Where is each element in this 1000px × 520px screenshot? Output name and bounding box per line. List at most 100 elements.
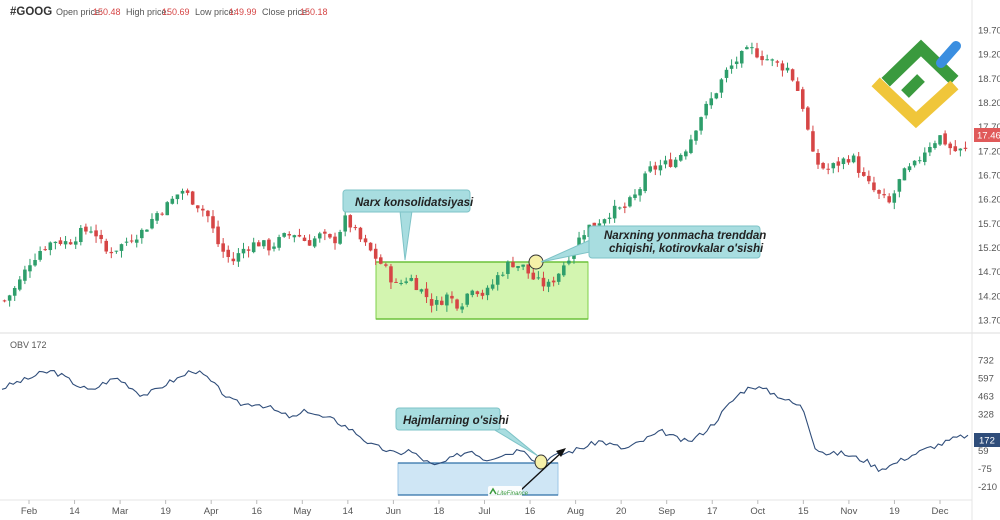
candle-body (358, 227, 363, 240)
candle-body (414, 278, 419, 291)
candle-body (236, 253, 241, 262)
candle-body (231, 258, 236, 262)
candle-body (526, 264, 530, 274)
candle-body (317, 233, 322, 239)
x-tick-label: 16 (251, 506, 262, 517)
price-tick-label: 15.20 (978, 243, 1000, 254)
obv-label: OBV 172 (10, 340, 47, 350)
candle-body (694, 130, 698, 141)
candle-body (277, 237, 281, 248)
candle-body (384, 264, 388, 266)
candle-body (399, 282, 403, 284)
candle-body (378, 257, 383, 264)
candle-body (958, 148, 963, 151)
callout-breakout: Narxning yonmacha trenddan chiqishi, kot… (540, 225, 766, 263)
candle-body (933, 143, 937, 148)
candle-body (795, 81, 800, 91)
candle-body (867, 175, 871, 182)
price-tick-label: 16.70 (978, 171, 1000, 182)
obv-badge (974, 433, 1000, 447)
x-tick-label: Dec (932, 506, 949, 517)
candle-body (546, 281, 551, 287)
candle-body (485, 287, 490, 296)
candle-body (780, 63, 785, 71)
close-value: 150.18 (300, 7, 328, 17)
candle-body (856, 156, 861, 173)
price-badge-text: 17.46 (977, 131, 1000, 142)
candle-body (104, 240, 109, 252)
high-value: 150.69 (162, 7, 190, 17)
breakout-marker-obv (534, 454, 548, 470)
candle-body (531, 272, 536, 280)
price-tick-label: 14.20 (978, 291, 1000, 302)
obv-line (1, 370, 969, 473)
callout-volume-text: Hajmlarning o'sishi (403, 415, 509, 427)
litefinance-logo (871, 39, 961, 129)
candle-body (48, 242, 53, 251)
candle-body (445, 294, 449, 306)
candle-body (216, 226, 220, 245)
candle-body (541, 277, 546, 287)
obv-tick-label: 597 (978, 374, 994, 385)
candle-body (33, 260, 37, 266)
candle-body (719, 79, 724, 93)
obv-tick-label: -75 (978, 464, 992, 475)
candle-body (912, 160, 917, 166)
candle-body (607, 217, 612, 219)
candle-body (373, 248, 378, 259)
candle-body (353, 227, 358, 229)
candle-body (53, 241, 58, 244)
watermark-text: LiteFinance (497, 491, 529, 497)
candle-body (180, 190, 185, 194)
candle-body (938, 135, 942, 145)
x-tick-label: May (293, 506, 311, 517)
candle-body (368, 242, 373, 251)
candle-body (419, 289, 424, 292)
candle-body (836, 161, 841, 166)
candle-body (246, 249, 251, 251)
candle-body (897, 179, 902, 192)
candle-body (750, 47, 754, 49)
open-value: 150.48 (93, 7, 121, 17)
watermark-logo: LiteFinance (488, 486, 529, 497)
y-axis-ticks: 19.70 19.20 18.70 18.20 17.70 17.20 16.70 16.20… (978, 26, 1000, 493)
candle-body (475, 291, 480, 295)
candle-body (684, 151, 688, 157)
candle-body (201, 208, 205, 211)
candle-body (724, 69, 729, 78)
callout-volume: Hajmlarning o'sishi (395, 407, 539, 457)
candle-body (811, 131, 815, 152)
close-label: Close price: (262, 7, 310, 17)
x-tick-label: Apr (204, 506, 219, 517)
candle-body (302, 237, 307, 241)
candle-body (84, 226, 88, 232)
candle-body (119, 244, 124, 251)
candle-body (114, 250, 119, 252)
candle-body (562, 265, 566, 276)
x-tick-label: Sep (658, 506, 675, 517)
price-tick-label: 18.20 (978, 98, 1000, 109)
candle-body (745, 47, 749, 50)
candle-body (2, 300, 7, 302)
volume-zone (397, 462, 559, 496)
price-tick-label: 16.20 (978, 195, 1000, 206)
candle-body (678, 155, 683, 161)
candle-body (206, 210, 210, 217)
candle-body (963, 147, 968, 149)
candle-body (882, 194, 886, 196)
candle-body (287, 234, 292, 236)
candle-body (363, 238, 368, 243)
price-tick-label: 17.70 (978, 122, 1000, 133)
candle-body (948, 143, 952, 149)
candle-body (521, 264, 525, 267)
candle-body (450, 295, 454, 299)
candle-body (262, 240, 266, 247)
candle-body (612, 205, 617, 219)
x-tick-label: 18 (434, 506, 445, 517)
x-tick-label: 19 (889, 506, 900, 517)
candle-body (658, 165, 663, 171)
candle-body (806, 107, 810, 130)
candle-body (923, 152, 927, 162)
candle-body (129, 240, 134, 242)
candle-body (907, 166, 912, 171)
